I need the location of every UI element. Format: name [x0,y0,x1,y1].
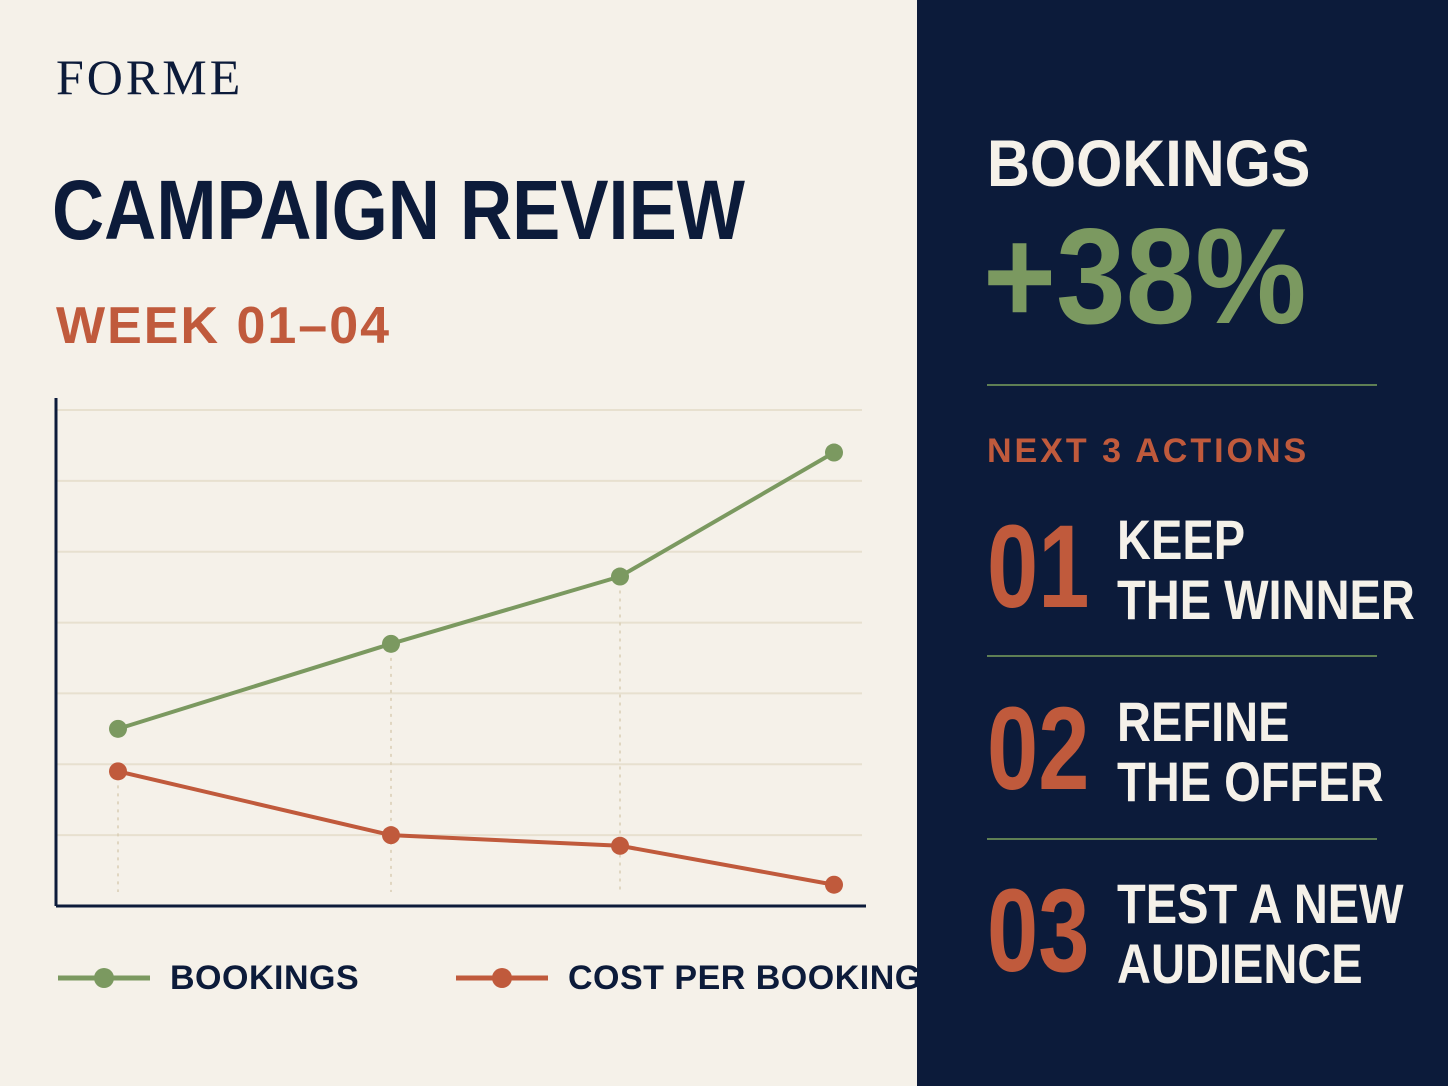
action-item-3: 03 TEST A NEW AUDIENCE [987,865,1404,997]
divider [987,838,1377,840]
left-panel: FORME CAMPAIGN REVIEW WEEK 01–04 BOOKING… [52,49,922,1000]
legend-item-bookings: BOOKINGS [56,956,359,1000]
data-point-bookings [611,567,629,586]
action-text-line1: REFINE [1117,690,1290,753]
legend-swatch-bookings [58,968,150,988]
data-point-cost-per-booking [825,875,843,894]
data-point-bookings [109,719,127,738]
data-point-bookings [382,634,400,653]
kpi-value: +38% [983,200,1307,352]
data-point-cost-per-booking [611,836,629,855]
kpi-label: BOOKINGS [987,126,1311,200]
action-number: 01 [987,501,1090,633]
legend-item-cost-per-booking: COST PER BOOKING [454,956,922,1000]
divider [987,655,1377,657]
action-item-1: 01 KEEP THE WINNER [987,501,1415,633]
action-text-line2: AUDIENCE [1117,932,1363,995]
action-text-line2: THE OFFER [1117,750,1384,813]
page-title: CAMPAIGN REVIEW [52,163,745,257]
data-point-cost-per-booking [109,762,127,781]
legend-swatch-dot [492,968,512,988]
action-number: 03 [987,865,1090,997]
action-text-line1: KEEP [1117,508,1246,571]
action-text-line1: TEST A NEW [1117,872,1404,935]
legend-label-bookings: BOOKINGS [170,958,360,997]
brand-logo: FORME [56,49,244,105]
legend-swatch-cost-per-booking [456,968,548,988]
action-text-line2: THE WINNER [1117,568,1415,631]
actions-title: NEXT 3 ACTIONS [987,432,1310,470]
line-chart [54,398,866,908]
data-point-cost-per-booking [382,826,400,845]
action-number: 02 [987,683,1090,815]
data-point-bookings [825,443,843,462]
series-line-cost-per-booking [117,769,835,887]
right-panel: BOOKINGS +38% NEXT 3 ACTIONS 01 KEEP THE… [917,0,1448,1086]
legend-label-cost-per-booking: COST PER BOOKING [568,958,922,997]
legend-swatch-dot [94,968,114,988]
divider [987,384,1377,386]
action-item-2: 02 REFINE THE OFFER [987,690,1387,810]
series-line-bookings [117,450,836,731]
page-subtitle: WEEK 01–04 [56,297,392,355]
